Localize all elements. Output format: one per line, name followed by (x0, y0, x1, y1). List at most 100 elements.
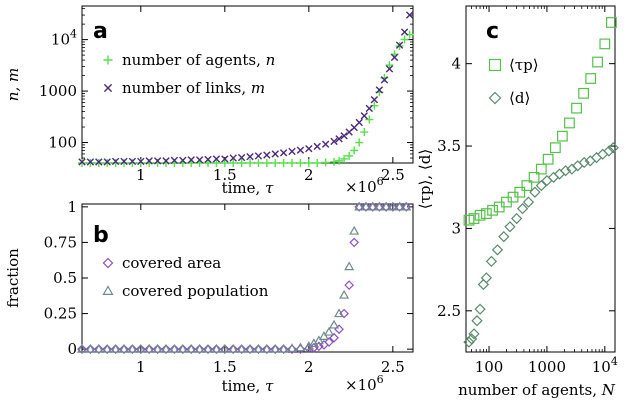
data-point (102, 343, 113, 353)
data-point (323, 326, 335, 336)
plot-frame (465, 5, 616, 353)
data-point (162, 157, 170, 165)
data-point (288, 147, 296, 156)
data-point (578, 87, 589, 99)
data-point (330, 157, 339, 166)
y-tick-label: 104 (51, 28, 77, 49)
data-point (367, 201, 378, 211)
data-point (219, 344, 230, 355)
x-minor-ticks (465, 6, 603, 352)
data-point (221, 155, 229, 163)
data-point (349, 225, 360, 235)
data-point (400, 35, 409, 44)
data-point (477, 278, 490, 291)
data-point (118, 343, 130, 353)
data-point (578, 156, 590, 169)
x-tick-label: 1.5 (213, 166, 237, 184)
y-ticks: 2.5 3 3.5 4 (437, 55, 615, 320)
data-point (127, 343, 138, 353)
data-point (110, 344, 121, 355)
panel-letter: b (93, 223, 109, 248)
data-point (246, 153, 254, 161)
data-point (177, 343, 188, 353)
data-point (128, 157, 137, 166)
data-point (186, 343, 197, 353)
data-point (86, 158, 95, 166)
data-point (136, 159, 145, 167)
legend-entry-0: covered area (102, 254, 221, 272)
data-point (254, 159, 263, 167)
data-point (542, 153, 554, 165)
data-point (86, 159, 95, 167)
data-point (111, 157, 120, 166)
data-point (387, 201, 398, 212)
data-point (253, 343, 264, 353)
y-tick-label: 0.25 (44, 305, 77, 323)
plot-frame (81, 203, 414, 353)
data-point (270, 343, 281, 353)
y-tick-label: 0.75 (44, 233, 77, 251)
data-point (349, 237, 360, 248)
x-ticks: 1 1.5 2 2.5 (136, 204, 405, 376)
data-point (169, 343, 180, 353)
data-point (321, 140, 330, 148)
data-point (153, 157, 162, 165)
legend-marker (102, 285, 114, 295)
y-ticks: 0 0.25 0.5 0.75 1 (44, 198, 413, 358)
data-point (120, 159, 129, 167)
data-point (405, 11, 414, 19)
data-point (279, 149, 288, 157)
data-point (380, 76, 389, 84)
y-ticks: 100 1000 104 (39, 28, 413, 152)
data-point (401, 201, 412, 211)
x-axis-label: time, τ (222, 377, 274, 395)
data-point (529, 186, 541, 198)
data-point (330, 137, 338, 146)
legend-label: ⟨d⟩ (509, 89, 530, 107)
data-point (296, 146, 305, 154)
legend-entry-1: ⟨d⟩ (488, 89, 530, 107)
data-point (522, 196, 535, 208)
data-point (592, 56, 603, 68)
data-point (390, 53, 399, 62)
x-axis-label: time, τ (222, 179, 274, 197)
legend-marker (488, 91, 502, 105)
data-point (103, 159, 112, 167)
data-point (313, 159, 322, 167)
data-point (211, 344, 222, 355)
legend-entry-1: covered population (102, 282, 269, 300)
data-point (528, 171, 540, 183)
data-point (361, 201, 371, 212)
x-multiplier-label: ×106 (345, 175, 384, 196)
panel-letter: c (486, 19, 499, 44)
data-point (237, 153, 246, 162)
data-point (135, 343, 146, 353)
data-point (160, 343, 172, 353)
data-point (504, 221, 516, 233)
data-point (360, 112, 368, 120)
data-point (468, 328, 480, 340)
data-point (354, 201, 365, 211)
data-point (350, 146, 359, 155)
x-tick-label: 2.5 (381, 358, 405, 376)
legend-entry-1: number of links, m (103, 79, 265, 97)
data-point (194, 344, 205, 355)
data-point (152, 344, 163, 355)
data-point (485, 255, 498, 268)
data-point (370, 95, 379, 104)
data-point (128, 159, 137, 167)
legend-label: ⟨τp⟩ (509, 56, 539, 74)
data-point (78, 158, 86, 166)
data-point (340, 154, 349, 163)
legend-label: covered population (122, 282, 269, 300)
y-tick-label: 4 (451, 55, 461, 73)
data-point (345, 151, 354, 160)
x-tick-label: 1.5 (213, 358, 237, 376)
data-point (236, 344, 247, 355)
data-point (400, 28, 409, 36)
data-point (514, 186, 526, 198)
data-point (212, 159, 221, 167)
x-tick-label: 1000 (528, 358, 566, 376)
data-point (94, 159, 103, 167)
legend-label: number of agents, n (122, 51, 275, 69)
